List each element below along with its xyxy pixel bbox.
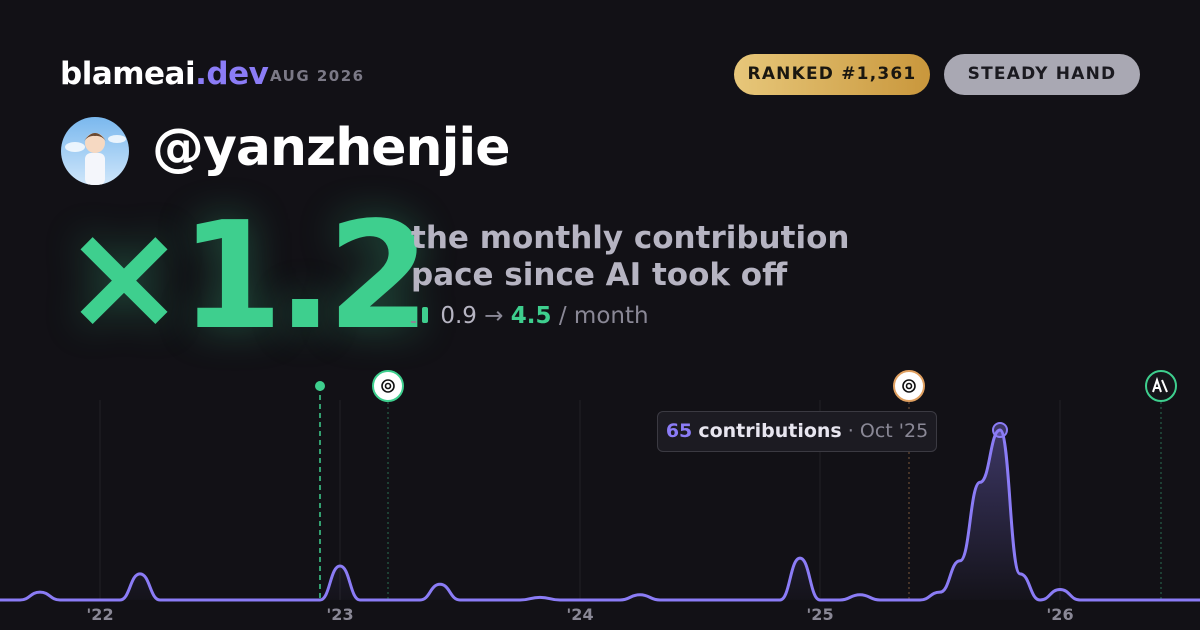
event-icon <box>372 370 404 402</box>
x-tick-label: '23 <box>326 605 353 624</box>
username: @yanzhenjie <box>152 118 510 178</box>
arrow: → <box>484 303 504 329</box>
brand-suffix: .dev <box>195 56 269 92</box>
brand-name: blameai <box>60 56 196 92</box>
pace-stats: 0.9 → 4.5 / month <box>411 303 649 329</box>
highlight-point <box>992 422 1008 438</box>
pace-icon <box>411 307 428 323</box>
brand: blameai.dev <box>60 56 269 92</box>
tooltip-value: 65 <box>665 420 693 442</box>
x-tick-label: '24 <box>566 605 593 624</box>
tooltip-separator: · <box>847 420 854 442</box>
description: pace since AI took off <box>411 257 788 293</box>
multiplier: ×1.2 <box>62 190 430 362</box>
line <box>0 428 1200 602</box>
avatar <box>61 117 129 185</box>
x-tick-label: '26 <box>1046 605 1073 624</box>
rank-badge: RANKED #1,361 <box>734 54 930 95</box>
x-tick-label: '22 <box>86 605 113 624</box>
description: the monthly contribution <box>411 220 850 256</box>
event-icon <box>893 370 925 402</box>
card-date: AUG 2026 <box>270 67 365 85</box>
tooltip-date: Oct '25 <box>859 420 929 442</box>
launch-dot <box>315 381 325 391</box>
tooltip-label: contributions <box>698 420 842 442</box>
x-tick-label: '25 <box>806 605 833 624</box>
pace-after: 4.5 <box>510 303 552 329</box>
event-icon <box>1145 370 1177 402</box>
unit: / month <box>558 303 649 329</box>
tooltip: 65 contributions · Oct '25 <box>657 411 937 452</box>
persona-badge: STEADY HAND <box>944 54 1140 95</box>
pace-before: 0.9 <box>440 303 477 329</box>
